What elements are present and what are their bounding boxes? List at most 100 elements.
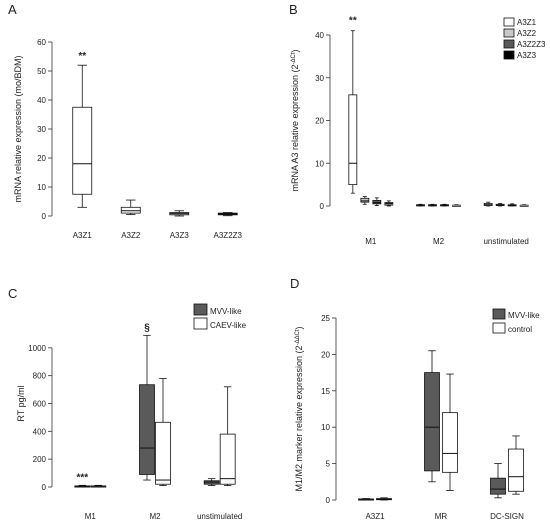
y-tick-label: 1000 (28, 344, 46, 353)
box-plot (120, 199, 141, 215)
y-axis-label-text: mRNA relative expression (mo/BDM) (13, 55, 23, 202)
category-label: A3Z2 (121, 231, 141, 240)
box-plot (507, 203, 517, 207)
legend-swatch (492, 308, 506, 320)
box-plot (428, 203, 437, 207)
legend-swatch (503, 50, 515, 60)
box-plot (483, 201, 493, 207)
y-tick-label: 20 (315, 117, 324, 126)
category-label: M1 (365, 237, 377, 246)
box-plot (424, 350, 440, 483)
y-axis-label-text: mRNA A3 relative expression (2 (290, 64, 300, 191)
box-plot (372, 197, 382, 206)
legend-label: CAEV-like (210, 321, 247, 330)
category-label: A3Z3 (170, 231, 190, 240)
y-axis-label: mRNA A3 relative expression (2-ΔCt) (290, 49, 300, 191)
category-label: DC-SIGN (490, 512, 524, 521)
box-iqr (348, 94, 358, 186)
y-tick-label: 800 (33, 372, 47, 381)
box-iqr (120, 206, 141, 214)
y-tick-label: 0 (326, 496, 331, 505)
box-iqr (424, 372, 440, 472)
box-plot: *** (74, 472, 91, 488)
y-tick-label: 10 (315, 159, 324, 168)
y-axis-label-text: M1/M2 marker relative expression (2 (294, 345, 304, 491)
y-tick-label: 10 (321, 423, 330, 432)
box-iqr (219, 433, 236, 485)
panel-letter: B (289, 2, 298, 17)
legend-label: A3Z1 (517, 18, 537, 27)
legend-swatch (503, 39, 515, 49)
box-plot (490, 463, 506, 499)
significance-marker: § (144, 322, 150, 333)
panel-letter: A (8, 2, 17, 17)
panel-d: D 0 5 10 15 20 25 M1/M2 marker relative express… (290, 276, 540, 521)
significance-marker: *** (76, 472, 88, 483)
box-plot (358, 498, 374, 501)
y-tick-label: 5 (326, 460, 331, 469)
panel-c: C 0 200 400 600 800 1000 RT pg/ml M1 *** M2 § unstim… (8, 286, 247, 521)
box-plot (155, 378, 171, 487)
legend-swatch (503, 28, 515, 38)
y-tick-label: 20 (321, 350, 330, 359)
panel-letter: D (290, 276, 299, 291)
box-iqr (72, 106, 93, 195)
box-plot (169, 210, 190, 217)
panel-a: A 0 10 20 30 40 50 60 mRNA relative expression (… (8, 2, 243, 240)
legend-swatch (492, 322, 506, 334)
legend-swatch (193, 303, 208, 316)
legend-label: A3Z2 (517, 29, 537, 38)
legend-label: control (508, 325, 532, 334)
box-iqr (508, 448, 524, 492)
legend: MVV-like CAEV-like (193, 303, 247, 330)
y-tick-label: 40 (37, 96, 46, 105)
box-plot (442, 373, 458, 491)
box-iqr (490, 477, 506, 495)
legend: MVV-like control (492, 308, 540, 334)
y-axis-label-superscript: -ΔCt (291, 52, 297, 64)
y-axis-label-end: ) (290, 49, 300, 52)
y-axis-label: RT pg/ml (16, 385, 26, 421)
box-plot (360, 196, 370, 205)
y-axis-label-superscript: -ΔΔCt (295, 329, 301, 345)
box-iqr (155, 421, 171, 485)
y-tick-label: 600 (33, 400, 47, 409)
box-plot (452, 204, 461, 207)
y-tick-label: 0 (42, 212, 47, 221)
y-axis-label-end: ) (294, 326, 304, 329)
box-plot (508, 435, 524, 495)
box-plot (495, 203, 505, 207)
box-plot: ** (348, 16, 358, 194)
legend: A3Z1 A3Z2 A3Z2Z3 A3Z3 (503, 17, 546, 60)
y-tick-label: 15 (321, 387, 330, 396)
y-tick-label: 60 (37, 38, 46, 47)
box-plot (440, 203, 449, 207)
y-tick-label: 40 (315, 31, 324, 40)
y-tick-label: 0 (320, 202, 325, 211)
significance-marker: ** (78, 51, 86, 62)
box-iqr (442, 412, 458, 473)
category-label: M1 (85, 512, 97, 521)
box-plot (384, 200, 394, 207)
box-plot (90, 484, 107, 488)
category-label: A3Z2Z3 (214, 231, 243, 240)
y-axis-label: mRNA relative expression (mo/BDM) (13, 55, 23, 202)
panel-b: B 0 10 20 30 40 mRNA A3 relative expression (2… (289, 2, 546, 246)
legend-swatch (193, 317, 208, 330)
legend-label: MVV-like (210, 307, 242, 316)
y-tick-label: 10 (37, 183, 46, 192)
category-label: unstimulated (197, 512, 242, 521)
box-iqr (139, 384, 155, 475)
y-tick-label: 30 (315, 74, 324, 83)
category-label: M2 (433, 237, 445, 246)
legend-label: A3Z2Z3 (517, 40, 546, 49)
category-label: M2 (149, 512, 161, 521)
box-plot (217, 212, 238, 217)
y-axis-label: M1/M2 marker relative expression (2-ΔΔCt… (294, 326, 304, 491)
box-plot (416, 203, 425, 207)
legend-label: A3Z3 (517, 51, 537, 60)
box-plot (219, 386, 236, 487)
category-label: A3Z1 (73, 231, 93, 240)
box-plot: ** (72, 51, 93, 208)
